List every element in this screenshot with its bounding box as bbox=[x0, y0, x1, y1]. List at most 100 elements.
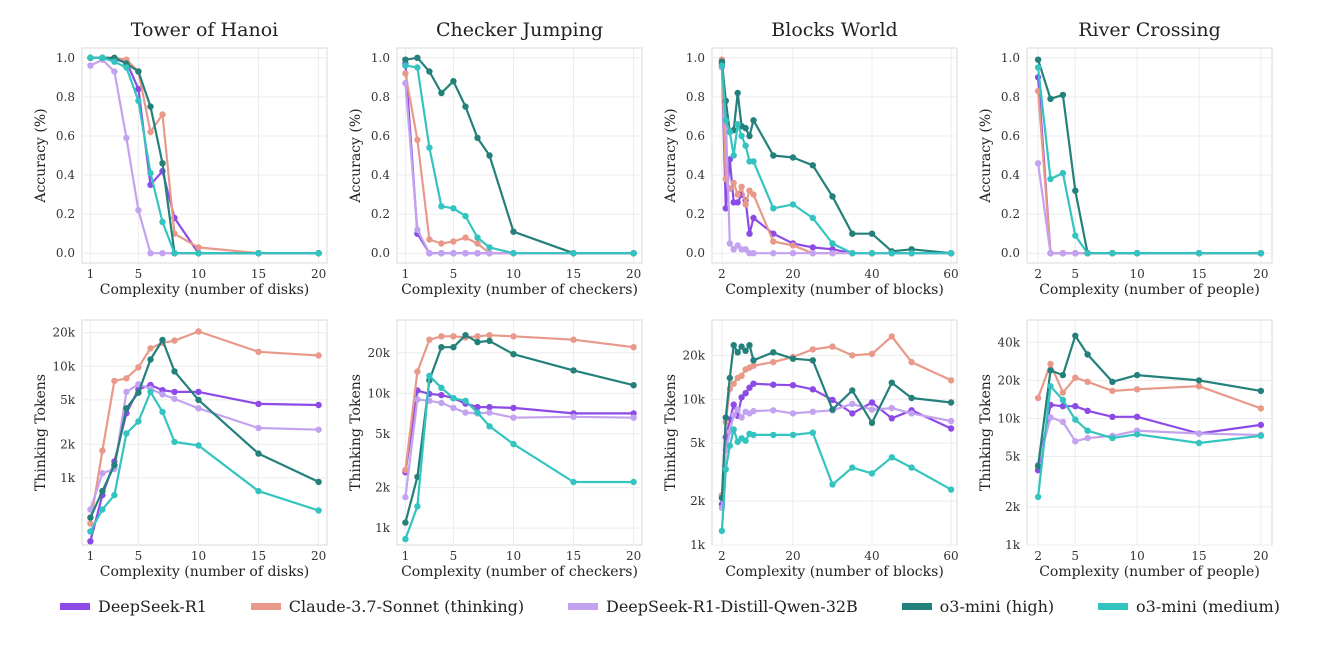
data-point bbox=[726, 374, 733, 382]
data-point bbox=[770, 407, 777, 414]
chart-title: River Crossing bbox=[1078, 19, 1221, 41]
legend-label-o3-high: o3-mini (high) bbox=[939, 596, 1055, 616]
data-point bbox=[147, 345, 154, 352]
data-point bbox=[510, 414, 517, 421]
data-point bbox=[742, 347, 749, 354]
data-point bbox=[1195, 383, 1203, 390]
y-tick-label: 0.0 bbox=[686, 246, 705, 260]
y-tick-label: 0.0 bbox=[1001, 246, 1020, 260]
data-point bbox=[742, 201, 749, 208]
data-point bbox=[1034, 462, 1042, 470]
data-point bbox=[630, 344, 637, 351]
data-point bbox=[111, 491, 118, 499]
x-tick-label: 20 bbox=[1253, 549, 1268, 563]
data-point bbox=[734, 89, 741, 97]
data-point bbox=[1257, 432, 1265, 439]
data-point bbox=[789, 382, 797, 389]
y-tick-label: 0.4 bbox=[1001, 168, 1020, 182]
y-axis-label: Accuracy (%) bbox=[348, 108, 364, 203]
plot-area bbox=[711, 47, 958, 264]
data-point bbox=[438, 250, 445, 257]
x-tick-label: 10 bbox=[191, 267, 206, 281]
legend-swatch-o3-medium bbox=[1097, 602, 1128, 610]
data-point bbox=[159, 250, 166, 257]
data-point bbox=[1133, 250, 1141, 257]
data-point bbox=[135, 68, 142, 75]
data-point bbox=[947, 399, 955, 406]
x-axis-label: Complexity (number of disks) bbox=[100, 564, 309, 580]
data-point bbox=[1109, 413, 1116, 420]
data-point bbox=[510, 250, 517, 257]
x-tick-label: 2 bbox=[718, 549, 726, 563]
data-point bbox=[734, 349, 741, 356]
data-point bbox=[770, 358, 777, 366]
y-tick-label: 10k bbox=[367, 386, 390, 400]
data-point bbox=[1109, 378, 1116, 385]
data-point bbox=[414, 503, 421, 510]
data-point bbox=[315, 352, 322, 359]
x-axis-label: Complexity (number of checkers) bbox=[401, 282, 638, 298]
legend-label-deepseek-r1: DeepSeek-R1 bbox=[98, 596, 207, 616]
data-point bbox=[789, 201, 797, 208]
data-point bbox=[849, 400, 856, 408]
data-point bbox=[868, 350, 876, 358]
y-tick-label: 2k bbox=[375, 481, 391, 495]
data-point bbox=[1059, 389, 1067, 396]
data-point bbox=[947, 250, 955, 257]
data-point bbox=[402, 493, 409, 501]
y-tick-label: 10k bbox=[52, 359, 75, 373]
data-point bbox=[908, 250, 915, 257]
data-point bbox=[438, 240, 445, 247]
series-claude-3-7-sonnet-thinking bbox=[1034, 360, 1265, 412]
data-point bbox=[1034, 64, 1042, 71]
x-tick-label: 60 bbox=[943, 267, 958, 281]
y-tick-label: 0.2 bbox=[371, 207, 390, 221]
y-tick-label: 0.6 bbox=[56, 129, 75, 143]
data-point bbox=[1195, 377, 1203, 384]
data-point bbox=[414, 396, 421, 403]
data-point bbox=[1133, 371, 1141, 379]
data-point bbox=[742, 142, 749, 149]
data-point bbox=[414, 136, 421, 144]
data-point bbox=[147, 128, 154, 136]
data-point bbox=[1072, 416, 1079, 423]
plot-area bbox=[1026, 47, 1273, 264]
data-point bbox=[426, 336, 433, 343]
legend-item-o3-medium: o3-mini (medium) bbox=[1097, 597, 1280, 616]
data-point bbox=[742, 437, 749, 444]
data-point bbox=[726, 442, 733, 449]
data-point bbox=[908, 410, 915, 417]
data-point bbox=[462, 397, 469, 404]
data-point bbox=[510, 228, 517, 235]
data-point bbox=[474, 409, 481, 416]
y-tick-label: 0.8 bbox=[686, 90, 705, 104]
data-point bbox=[750, 191, 757, 198]
data-point bbox=[135, 389, 142, 396]
data-point bbox=[738, 414, 745, 421]
data-point bbox=[474, 250, 481, 257]
data-point bbox=[750, 214, 757, 222]
data-point bbox=[730, 426, 737, 433]
data-point bbox=[402, 466, 409, 474]
y-tick-label: 0.6 bbox=[686, 129, 705, 143]
data-point bbox=[829, 406, 836, 413]
y-tick-label: 1k bbox=[1005, 538, 1021, 552]
data-point bbox=[722, 414, 729, 421]
data-point bbox=[111, 58, 118, 65]
data-point bbox=[87, 514, 94, 521]
data-point bbox=[87, 54, 94, 61]
data-point bbox=[1047, 360, 1054, 368]
data-point bbox=[849, 230, 856, 237]
x-tick-label: 15 bbox=[566, 549, 581, 563]
data-point bbox=[402, 56, 409, 63]
data-point bbox=[868, 470, 876, 477]
x-tick-label: 20 bbox=[785, 267, 800, 281]
x-tick-label: 1 bbox=[87, 549, 95, 563]
data-point bbox=[171, 438, 178, 446]
plot-area bbox=[81, 47, 328, 264]
x-tick-label: 5 bbox=[450, 549, 458, 563]
data-point bbox=[147, 169, 154, 177]
